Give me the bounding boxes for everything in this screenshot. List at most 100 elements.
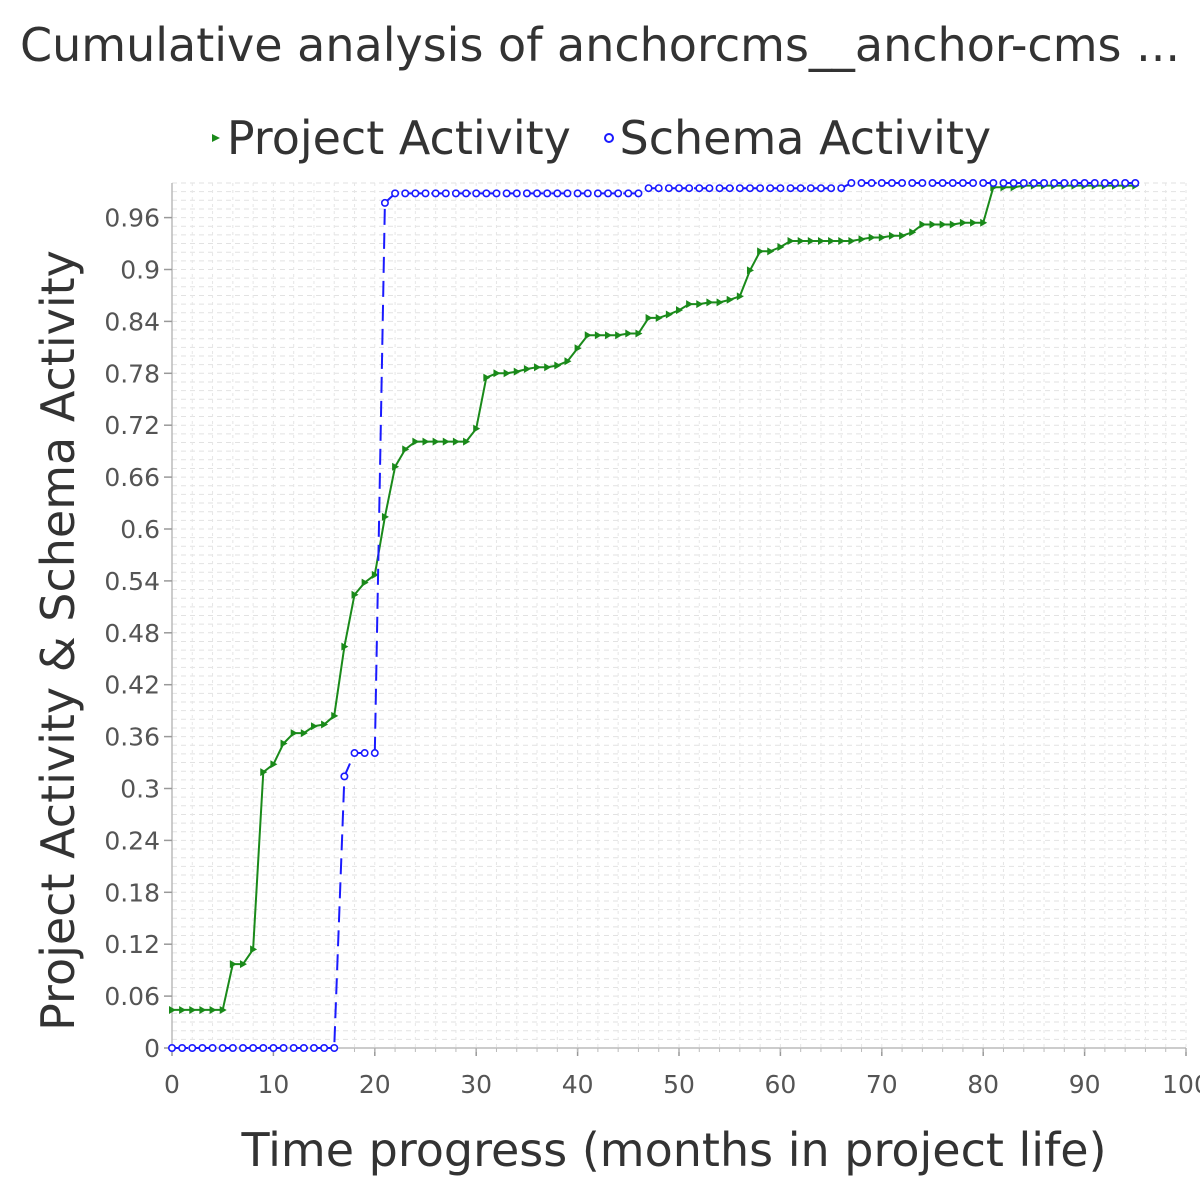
data-point (969, 179, 978, 188)
data-point (908, 179, 917, 188)
data-point (564, 357, 572, 366)
data-point (979, 179, 988, 188)
data-point (451, 189, 460, 198)
data-point (270, 760, 278, 769)
data-point (462, 189, 471, 198)
data-point (857, 179, 866, 188)
x-tick-label: 10 (257, 1070, 289, 1099)
data-point (269, 1044, 278, 1053)
data-point (746, 266, 754, 275)
data-point (299, 1044, 308, 1053)
data-point (838, 236, 846, 245)
data-point (1060, 179, 1069, 188)
data-point (380, 198, 389, 207)
data-point (676, 306, 683, 315)
data-point (279, 1044, 288, 1053)
data-point (320, 1044, 329, 1053)
data-point (300, 729, 308, 738)
legend-label-schema-activity: Schema Activity (619, 111, 992, 165)
y-tick-label: 0 (144, 1034, 160, 1063)
data-point (513, 367, 521, 376)
data-point (736, 292, 744, 301)
data-point (473, 424, 481, 433)
data-point (321, 720, 329, 729)
y-axis-title: Project Activity & Schema Activity (31, 250, 85, 1031)
data-point (948, 179, 957, 188)
data-point (877, 179, 886, 188)
data-point (594, 331, 602, 340)
data-point (169, 1005, 176, 1014)
data-point (483, 373, 491, 382)
y-tick-label: 0.42 (104, 671, 160, 700)
data-point (391, 189, 400, 198)
data-point (1050, 179, 1059, 188)
y-tick-label: 0.54 (104, 567, 160, 596)
data-point (198, 1044, 207, 1053)
data-point (787, 236, 795, 245)
data-point (887, 179, 896, 188)
x-tick-label: 100 (1162, 1070, 1200, 1099)
data-point (899, 231, 907, 240)
data-point (605, 331, 613, 340)
data-point (1131, 179, 1140, 188)
data-point (309, 1044, 318, 1053)
data-point (1080, 179, 1089, 188)
data-point (635, 329, 643, 338)
data-point (492, 189, 501, 198)
data-point (1019, 179, 1028, 188)
data-point (970, 218, 978, 227)
data-point (178, 1044, 187, 1053)
data-point (360, 749, 369, 758)
data-point (696, 300, 704, 309)
data-point (980, 218, 988, 227)
data-point (482, 189, 491, 198)
data-point (290, 729, 298, 738)
data-point (502, 189, 511, 198)
triangle-marker-icon (211, 134, 220, 142)
data-point (695, 184, 704, 193)
data-point (786, 184, 795, 193)
data-point (999, 179, 1008, 188)
data-point (563, 189, 572, 198)
data-point (878, 233, 886, 242)
legend-item-schema-activity: Schema Activity (602, 111, 992, 165)
data-point (452, 437, 460, 446)
legend-item-project-activity: Project Activity (209, 111, 571, 165)
axes (164, 183, 1187, 1056)
data-point (493, 369, 501, 378)
data-point (939, 220, 947, 229)
data-point (706, 298, 714, 307)
data-point (574, 344, 582, 353)
data-point (817, 236, 825, 245)
data-point (512, 189, 521, 198)
data-point (402, 445, 410, 454)
data-point (777, 243, 785, 252)
data-point (392, 462, 400, 471)
data-point (757, 247, 765, 256)
data-point (593, 189, 602, 198)
data-point (686, 300, 694, 309)
data-point (1009, 179, 1018, 188)
data-point (260, 768, 268, 777)
y-tick-label: 0.6 (120, 515, 160, 544)
data-point (716, 298, 724, 307)
data-point (208, 1044, 217, 1053)
data-point (534, 363, 542, 372)
data-point (411, 189, 420, 198)
data-point (898, 179, 907, 188)
data-point (806, 184, 815, 193)
data-point (1040, 179, 1049, 188)
data-point (827, 184, 836, 193)
data-point (796, 184, 805, 193)
data-point (715, 184, 724, 193)
data-point (381, 512, 389, 521)
data-point (867, 179, 876, 188)
data-point (250, 945, 258, 954)
series (168, 179, 1140, 1053)
data-point (188, 1044, 197, 1053)
data-point (767, 247, 775, 256)
y-tick-label: 0.9 (120, 256, 160, 285)
data-point (625, 329, 633, 338)
data-point (463, 437, 471, 446)
